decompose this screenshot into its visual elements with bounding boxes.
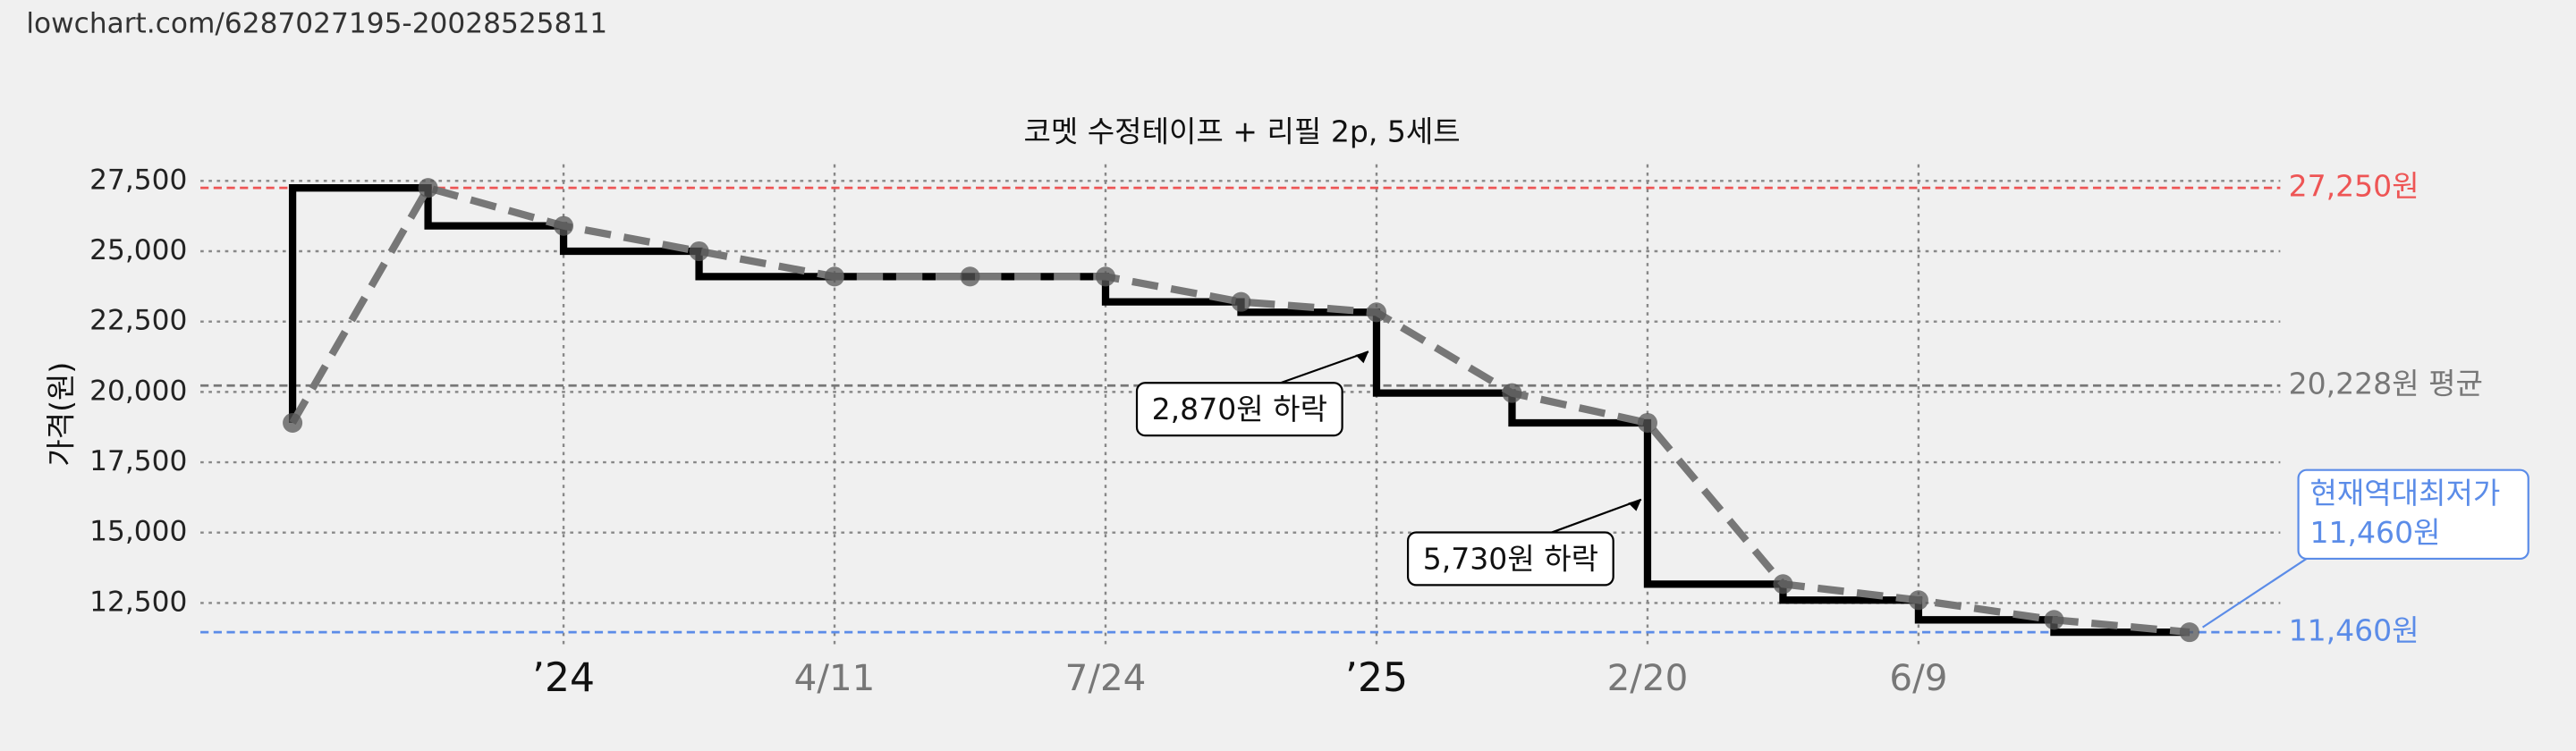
- price-point: [1637, 412, 1657, 434]
- annotation-box: [2297, 468, 2529, 561]
- x-tick-label: ’25: [1345, 655, 1408, 701]
- price-point: [1773, 574, 1793, 595]
- price-point: [2044, 610, 2064, 630]
- x-tick-label: ’24: [532, 655, 595, 701]
- y-axis-label: 가격(원): [43, 362, 78, 467]
- y-tick-label: 20,000: [89, 375, 187, 407]
- annotation-arrow: [2201, 551, 2318, 629]
- reference-label: 27,250원: [2289, 169, 2419, 204]
- price-point: [418, 178, 438, 198]
- price-point: [2179, 622, 2199, 643]
- x-tick-label: 2/20: [1607, 656, 1689, 699]
- chart-title: 코멧 수정테이프 + 리필 2p, 5세트: [1023, 114, 1460, 148]
- reference-label: 20,228원 평균: [2289, 367, 2483, 401]
- arrow-head: [1628, 499, 1641, 511]
- y-tick-label: 25,000: [89, 234, 187, 266]
- annotation-box: [1135, 382, 1343, 437]
- arrow-head: [1355, 351, 1368, 364]
- x-tick-label: 6/9: [1889, 656, 1947, 699]
- price-point: [1366, 302, 1386, 323]
- annotation-text: 현재역대최저가: [2309, 476, 2500, 511]
- price-point: [1502, 383, 1522, 403]
- price-point: [1095, 266, 1116, 287]
- x-tick-label: 4/11: [794, 656, 876, 699]
- y-tick-label: 12,500: [89, 586, 187, 618]
- price-point: [1908, 590, 1928, 611]
- price-point: [554, 215, 574, 236]
- annotation-arrow: [1551, 498, 1642, 534]
- price-point: [960, 266, 980, 287]
- annotation-text: 5,730원 하락: [1423, 541, 1598, 576]
- x-tick-label: 7/24: [1065, 656, 1147, 699]
- trend-line: [289, 183, 2190, 637]
- annotation-text: 2,870원 하락: [1152, 392, 1327, 426]
- annotation-arrow: [1280, 350, 1369, 384]
- y-tick-label: 15,000: [89, 516, 187, 548]
- price-point: [825, 266, 845, 287]
- y-tick-label: 27,500: [89, 164, 187, 196]
- annotation-box: [1406, 531, 1614, 586]
- url: lowchart.com/6287027195-20028525811: [26, 8, 607, 40]
- price-point: [689, 240, 709, 262]
- annotation-text: 11,460원: [2309, 515, 2440, 550]
- y-tick-label: 22,500: [89, 305, 187, 337]
- reference-label: 11,460원: [2289, 613, 2419, 648]
- price-point: [283, 412, 303, 434]
- price-point: [1231, 291, 1251, 312]
- y-tick-label: 17,500: [89, 445, 187, 477]
